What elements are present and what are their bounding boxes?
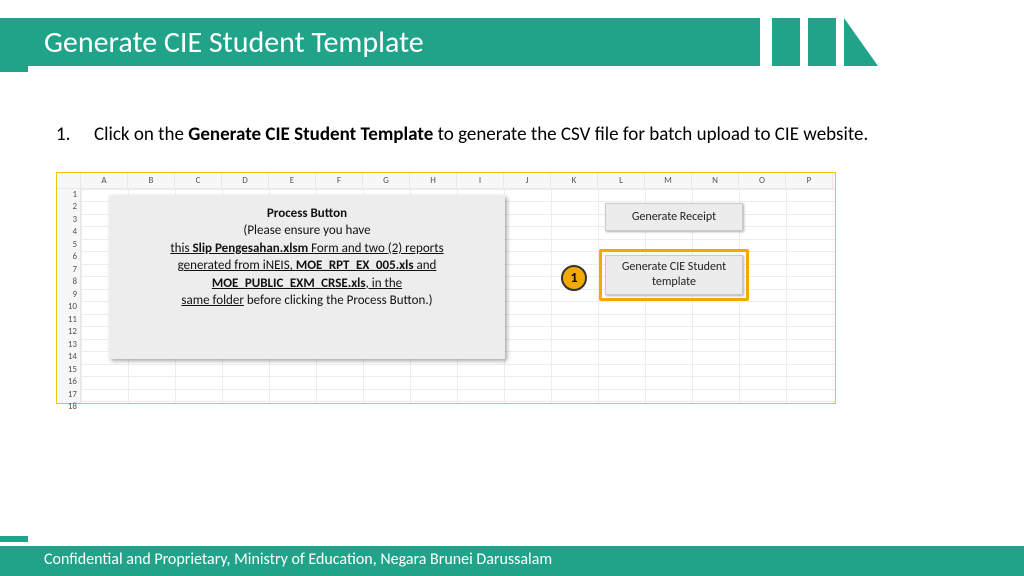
- column-header-cell: A: [81, 173, 128, 188]
- generate-receipt-button[interactable]: Generate Receipt: [605, 203, 743, 231]
- column-headers: ABCDEFGHIJKLMNOP: [57, 173, 835, 189]
- textbox-title: Process Button: [117, 205, 497, 223]
- row-number-cell: 6: [57, 251, 80, 264]
- textbox-line: generated from iNEIS, MOE_RPT_EX_005.xls…: [117, 257, 497, 275]
- textbox-line: same folder before clicking the Process …: [117, 292, 497, 310]
- column-header-cell: F: [316, 173, 363, 188]
- column-header-cell: I: [457, 173, 504, 188]
- row-number-cell: 10: [57, 301, 80, 314]
- footer-accent: [0, 536, 28, 542]
- column-header-cell: C: [175, 173, 222, 188]
- column-header-cell: N: [692, 173, 739, 188]
- process-instructions-box: Process Button (Please ensure you have t…: [109, 195, 505, 359]
- row-number-cell: 15: [57, 364, 80, 377]
- column-header-cell: H: [410, 173, 457, 188]
- row-numbers: 123456789101112131415161718: [57, 189, 81, 403]
- step-text: Click on the Generate CIE Student Templa…: [94, 122, 868, 148]
- generate-cie-template-button[interactable]: Generate CIE Student template: [605, 255, 743, 295]
- column-header-cell: K: [551, 173, 598, 188]
- callout-marker: 1: [561, 265, 587, 291]
- header-accent: [0, 66, 28, 72]
- column-header-cell: L: [598, 173, 645, 188]
- column-header-cell: B: [128, 173, 175, 188]
- column-header-cell: P: [786, 173, 833, 188]
- row-number-cell: 4: [57, 226, 80, 239]
- column-header-cell: E: [269, 173, 316, 188]
- row-number-cell: 9: [57, 289, 80, 302]
- column-header-cell: G: [363, 173, 410, 188]
- column-header-cell: J: [504, 173, 551, 188]
- slide-title: Generate CIE Student Template: [0, 18, 760, 66]
- screenshot-frame: ABCDEFGHIJKLMNOP 12345678910111213141516…: [56, 172, 836, 404]
- row-number-cell: 17: [57, 389, 80, 402]
- row-number-cell: 18: [57, 401, 80, 414]
- header-decor: [808, 18, 836, 66]
- row-number-cell: 1: [57, 189, 80, 202]
- row-number-cell: 13: [57, 339, 80, 352]
- step-number: 1.: [56, 122, 76, 148]
- header-decor: [772, 18, 800, 66]
- row-number-cell: 12: [57, 326, 80, 339]
- footer-text: Confidential and Proprietary, Ministry o…: [0, 546, 1024, 576]
- row-number-cell: 2: [57, 201, 80, 214]
- slide-header: Generate CIE Student Template: [0, 18, 1024, 66]
- row-number-cell: 7: [57, 264, 80, 277]
- column-header-cell: M: [645, 173, 692, 188]
- row-number-cell: 3: [57, 214, 80, 227]
- row-number-cell: 8: [57, 276, 80, 289]
- textbox-line: this Slip Pengesahan.xlsm Form and two (…: [117, 240, 497, 258]
- textbox-line: MOE_PUBLIC_EXM_CRSE.xls, in the: [117, 275, 497, 293]
- slide-footer: Confidential and Proprietary, Ministry o…: [0, 536, 1024, 576]
- row-number-cell: 11: [57, 314, 80, 327]
- slide-content: 1. Click on the Generate CIE Student Tem…: [56, 122, 968, 404]
- corner-cell: [57, 173, 81, 188]
- instruction-step: 1. Click on the Generate CIE Student Tem…: [56, 122, 968, 148]
- excel-screenshot: ABCDEFGHIJKLMNOP 12345678910111213141516…: [57, 173, 835, 403]
- row-number-cell: 16: [57, 376, 80, 389]
- row-number-cell: 14: [57, 351, 80, 364]
- column-header-cell: D: [222, 173, 269, 188]
- row-number-cell: 5: [57, 239, 80, 252]
- header-decor: [844, 18, 878, 66]
- textbox-line: (Please ensure you have: [117, 222, 497, 240]
- column-header-cell: O: [739, 173, 786, 188]
